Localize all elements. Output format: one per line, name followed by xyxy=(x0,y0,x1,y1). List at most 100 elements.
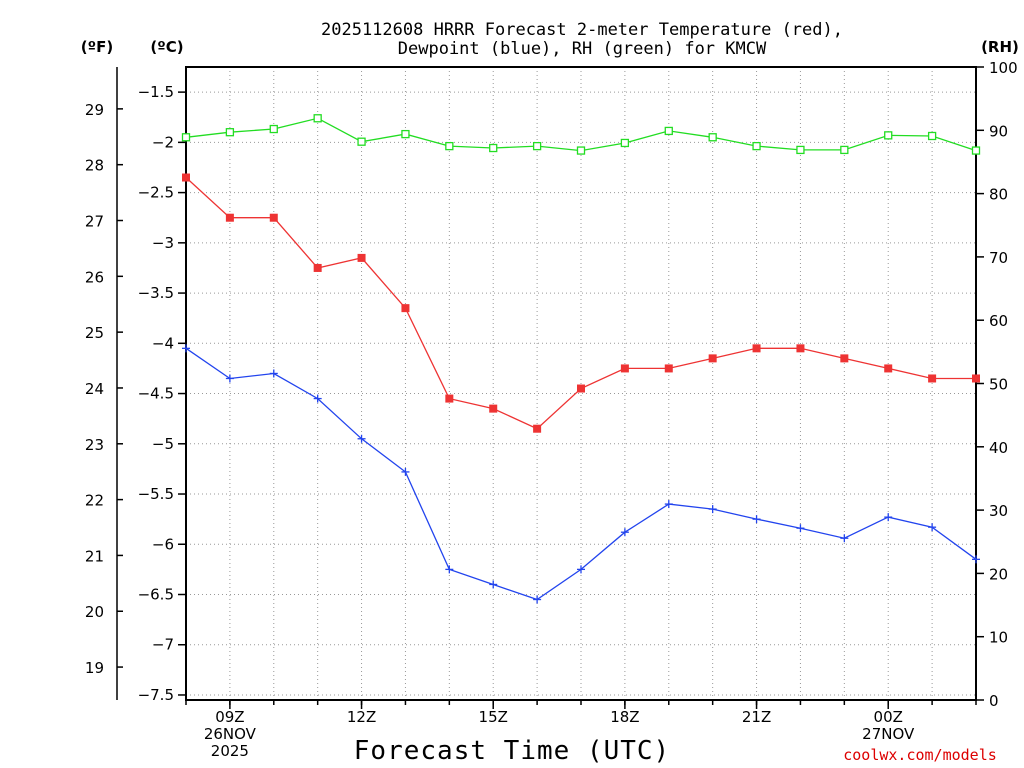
rh-point xyxy=(225,128,235,137)
fahrenheit-tick-label: 19 xyxy=(85,659,104,677)
dewpoint-point xyxy=(489,580,498,589)
celsius-tick-label: −3.5 xyxy=(138,284,174,302)
x-tick-label: 21Z xyxy=(742,708,771,726)
dewpoint-point xyxy=(928,523,937,532)
fahrenheit-tick-label: 27 xyxy=(85,213,104,231)
temperature-point xyxy=(401,304,410,313)
dewpoint-point xyxy=(533,595,542,604)
celsius-tick-label: −1.5 xyxy=(138,83,174,101)
rh-tick-label: 40 xyxy=(989,439,1008,457)
celsius-tick-label: −2 xyxy=(152,133,174,151)
x-tick-label: 09Z xyxy=(215,708,244,726)
series-dewpoint xyxy=(182,344,980,604)
celsius-tick-label: −3 xyxy=(152,234,174,252)
fahrenheit-tick-label: 24 xyxy=(85,380,104,398)
temperature-point xyxy=(928,374,937,383)
credit-text: coolwx.com/models xyxy=(843,746,997,764)
fahrenheit-tick-label: 21 xyxy=(85,547,104,565)
temperature-point xyxy=(357,253,366,262)
celsius-unit-label: (ºC) xyxy=(150,38,183,56)
fahrenheit-tick-label: 25 xyxy=(85,324,104,342)
x-tick-label: 2025 xyxy=(211,742,249,760)
temperature-point xyxy=(313,263,322,272)
temperature-point xyxy=(182,173,190,182)
temperature-point xyxy=(533,424,542,433)
x-tick-label: 26NOV xyxy=(204,725,257,743)
fahrenheit-unit-label: (ºF) xyxy=(81,38,113,56)
temperature-point xyxy=(489,404,498,413)
temperature-point xyxy=(708,354,717,363)
temperature-point xyxy=(796,344,805,353)
dewpoint-point xyxy=(664,500,673,509)
dewpoint-point xyxy=(401,467,410,476)
dewpoint-point xyxy=(752,515,761,524)
axes: −1.5 −2 −2.5 −3 −3.5 −4 −4.5 −5 −5.5 −6 −6.5 −7 −7.5… xyxy=(85,59,1018,760)
fahrenheit-tick-label: 23 xyxy=(85,436,104,454)
series-temperature xyxy=(182,173,980,433)
rh-point xyxy=(532,141,542,151)
rh-point xyxy=(401,129,410,139)
rh-point xyxy=(620,138,630,148)
rh-tick-label: 80 xyxy=(989,186,1008,204)
chart-title-line1: 2025112608 HRRR Forecast 2-meter Tempera… xyxy=(321,20,843,40)
celsius-tick-label: −4 xyxy=(152,334,174,352)
rh-point xyxy=(927,131,937,141)
dewpoint-point xyxy=(708,505,717,514)
celsius-tick-label: −7.5 xyxy=(138,686,174,704)
fahrenheit-tick-label: 26 xyxy=(85,268,104,286)
x-tick-label: 18Z xyxy=(610,708,639,726)
dewpoint-point xyxy=(313,394,322,403)
temperature-point xyxy=(664,364,673,373)
temperature-point xyxy=(972,374,980,383)
dewpoint-point xyxy=(796,524,805,533)
rh-tick-label: 0 xyxy=(989,692,999,710)
rh-point xyxy=(752,141,761,151)
rh-tick-label: 60 xyxy=(989,312,1008,330)
fahrenheit-tick-label: 29 xyxy=(85,101,104,119)
series-rh xyxy=(181,114,981,155)
celsius-tick-label: −7 xyxy=(152,636,174,654)
celsius-tick-label: −6 xyxy=(152,535,174,553)
rh-point xyxy=(884,131,893,140)
celsius-tick-label: −6.5 xyxy=(138,586,174,604)
celsius-tick-label: −2.5 xyxy=(138,184,174,202)
celsius-tick-label: −5 xyxy=(152,435,174,453)
temperature-point xyxy=(884,364,893,373)
rh-point xyxy=(840,145,849,155)
rh-tick-label: 100 xyxy=(989,59,1018,77)
chart-title-line2: Dewpoint (blue), RH (green) for KMCW xyxy=(398,39,767,59)
gridlines xyxy=(186,67,976,700)
temperature-point xyxy=(620,364,629,373)
rh-tick-label: 30 xyxy=(989,502,1008,520)
temperature-point xyxy=(225,213,234,222)
x-tick-label: 00Z xyxy=(874,708,903,726)
dewpoint-point xyxy=(884,513,893,522)
rh-point xyxy=(181,133,191,142)
temperature-point xyxy=(840,354,849,363)
rh-point xyxy=(576,146,586,155)
x-tick-label: 12Z xyxy=(347,708,376,726)
rh-point xyxy=(664,126,673,136)
dewpoint-point xyxy=(577,565,585,574)
dewpoint-point xyxy=(182,344,190,353)
rh-point xyxy=(708,133,717,142)
rh-tick-label: 90 xyxy=(989,122,1008,140)
temperature-point xyxy=(752,344,761,353)
celsius-tick-label: −5.5 xyxy=(138,485,174,503)
rh-tick-label: 50 xyxy=(989,376,1008,394)
dewpoint-point xyxy=(972,555,980,564)
rh-point xyxy=(313,114,322,123)
temperature-point xyxy=(577,384,585,393)
dewpoint-point xyxy=(445,565,454,574)
celsius-tick-label: −4.5 xyxy=(138,385,174,403)
dewpoint-point xyxy=(269,369,278,378)
x-tick-label: 15Z xyxy=(479,708,508,726)
dewpoint-point xyxy=(357,434,366,443)
dewpoint-point xyxy=(840,534,849,543)
x-axis-title: Forecast Time (UTC) xyxy=(354,736,670,766)
rh-point xyxy=(445,141,454,151)
rh-tick-label: 10 xyxy=(989,629,1008,647)
temperature-point xyxy=(445,394,454,403)
rh-unit-label: (RH) xyxy=(981,38,1019,56)
